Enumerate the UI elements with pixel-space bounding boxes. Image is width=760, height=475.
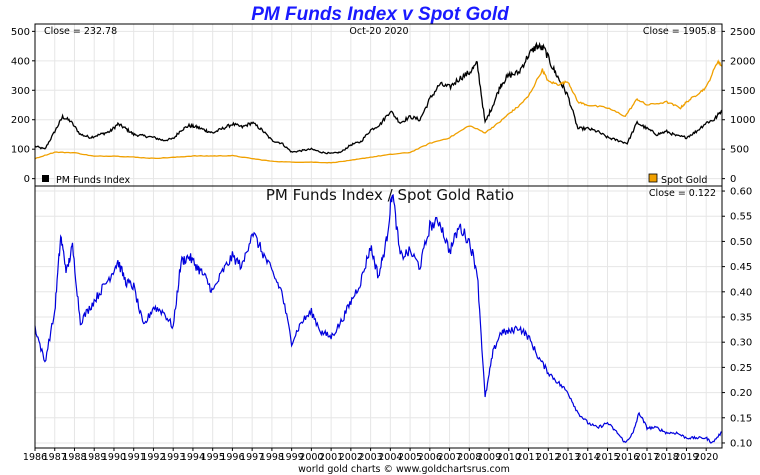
bottom-grid <box>34 186 722 448</box>
year-tick-label: 1995 <box>201 452 225 463</box>
footer-credit: world gold charts © www.goldchartsrus.co… <box>298 464 510 475</box>
year-tick-label: 2020 <box>694 452 718 463</box>
top-grid <box>34 24 722 186</box>
top-close-right-label: Close = 1905.8 <box>643 26 716 37</box>
year-tick-label: 1994 <box>181 452 205 463</box>
year-tick-label: 2012 <box>536 452 560 463</box>
left-tick-label: 0 <box>24 174 30 185</box>
ratio-close-label: Close = 0.122 <box>649 188 716 199</box>
year-tick-label: 2011 <box>516 452 540 463</box>
year-tick-label: 2016 <box>615 452 639 463</box>
ratio-tick-label: 0.50 <box>730 237 752 248</box>
right-tick-label: 0 <box>730 174 736 185</box>
series-line-spot-gold <box>34 59 723 164</box>
top-right-axis: 0 500 1000 1500 2000 2500 <box>722 27 755 185</box>
right-tick-label: 2000 <box>730 56 755 67</box>
ratio-tick-label: 0.45 <box>730 262 752 273</box>
legend-label-pm-funds: PM Funds Index <box>56 175 130 186</box>
year-tick-label: 1989 <box>82 452 106 463</box>
year-tick-label: 2002 <box>339 452 363 463</box>
year-tick-label: 2001 <box>319 452 343 463</box>
ratio-tick-label: 0.35 <box>730 313 752 324</box>
ratio-tick-label: 0.55 <box>730 212 752 223</box>
left-tick-label: 400 <box>11 56 30 67</box>
year-tick-label: 2004 <box>378 452 402 463</box>
top-panel-frame <box>34 23 723 187</box>
top-date-label: Oct-20 2020 <box>349 26 408 37</box>
ratio-tick-label: 0.25 <box>730 363 752 374</box>
right-tick-label: 2500 <box>730 27 755 38</box>
year-tick-label: 2014 <box>576 452 600 463</box>
top-series <box>34 41 723 164</box>
top-left-axis: 0 100 200 300 400 500 <box>11 27 35 185</box>
left-tick-label: 200 <box>11 115 30 126</box>
year-tick-label: 2000 <box>299 452 323 463</box>
year-tick-label: 2015 <box>595 452 619 463</box>
year-tick-label: 2007 <box>437 452 461 463</box>
year-tick-label: 1990 <box>102 452 126 463</box>
year-axis: 1986198719881989199019911992199319941995… <box>23 448 718 463</box>
year-tick-label: 1988 <box>62 452 86 463</box>
right-tick-label: 500 <box>730 145 749 156</box>
legend-swatch-pm-funds <box>42 175 49 182</box>
year-tick-label: 1997 <box>240 452 264 463</box>
year-tick-label: 1996 <box>220 452 244 463</box>
bottom-right-axis: 0.10 0.15 0.20 0.25 0.30 0.35 0.40 0.45 0.50 0.55… <box>722 187 752 449</box>
year-tick-label: 2008 <box>457 452 481 463</box>
legend-swatch-spot-gold <box>648 173 658 183</box>
top-panel: 0 100 200 300 400 500 0 500 1000 1500 2000 2500 Cl… <box>11 23 755 187</box>
top-close-left-label: Close = 232.78 <box>44 26 117 37</box>
year-tick-label: 1999 <box>280 452 304 463</box>
bottom-series <box>34 193 723 444</box>
year-tick-label: 1992 <box>141 452 165 463</box>
year-tick-label: 2017 <box>635 452 659 463</box>
left-tick-label: 300 <box>11 86 30 97</box>
year-tick-label: 1987 <box>43 452 67 463</box>
ratio-tick-label: 0.30 <box>730 338 752 349</box>
year-tick-label: 2013 <box>556 452 580 463</box>
year-tick-label: 1993 <box>161 452 185 463</box>
right-tick-label: 1000 <box>730 115 755 126</box>
bottom-panel: 0.10 0.15 0.20 0.25 0.30 0.35 0.40 0.45 0.50 0.55… <box>34 185 752 449</box>
year-tick-label: 1986 <box>23 452 47 463</box>
year-tick-label: 1998 <box>260 452 284 463</box>
year-tick-label: 2018 <box>655 452 679 463</box>
ratio-tick-label: 0.20 <box>730 388 752 399</box>
year-tick-label: 2010 <box>497 452 521 463</box>
right-tick-label: 1500 <box>730 86 755 97</box>
left-tick-label: 100 <box>11 145 30 156</box>
ratio-tick-label: 0.10 <box>730 438 752 449</box>
year-tick-label: 2006 <box>418 452 442 463</box>
ratio-tick-label: 0.15 <box>730 413 752 424</box>
legend-label-spot-gold: Spot Gold <box>661 175 707 186</box>
year-tick-label: 1991 <box>122 452 146 463</box>
year-tick-label: 2009 <box>477 452 501 463</box>
year-tick-label: 2019 <box>674 452 698 463</box>
left-tick-label: 500 <box>11 27 30 38</box>
year-tick-label: 2005 <box>398 452 422 463</box>
year-tick-label: 2003 <box>359 452 383 463</box>
ratio-tick-label: 0.40 <box>730 287 752 298</box>
ratio-tick-label: 0.60 <box>730 187 752 198</box>
ratio-chart-title: PM Funds Index / Spot Gold Ratio <box>266 186 514 204</box>
chart-title: PM Funds Index v Spot Gold <box>251 4 509 25</box>
series-line-ratio <box>34 193 723 444</box>
series-line-pm-funds <box>34 41 723 155</box>
